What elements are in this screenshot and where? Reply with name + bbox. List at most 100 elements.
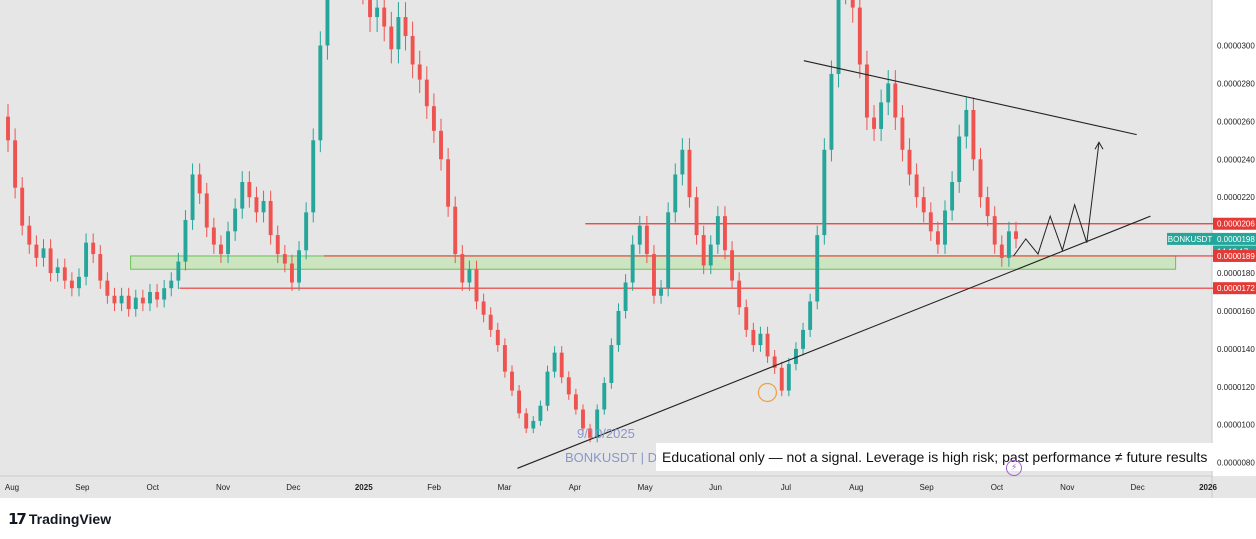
time-tick-label: Dec <box>1131 483 1145 492</box>
candle-body <box>864 64 869 118</box>
level-badge-label: 0.0000172 <box>1217 284 1255 293</box>
time-tick-label: Jul <box>781 483 791 492</box>
candle-body <box>992 216 997 245</box>
candle-body <box>91 242 96 255</box>
trend-line-lower <box>517 215 1151 469</box>
candle-body <box>375 7 380 18</box>
candle-body <box>6 116 10 141</box>
candle-body <box>545 371 550 406</box>
current-price-badge <box>1213 232 1256 245</box>
watermark-symbol: BONKUSDT | D <box>565 450 657 465</box>
candle-body <box>403 17 408 37</box>
candle-body <box>943 210 947 245</box>
candle-body <box>573 394 578 410</box>
candle-body <box>1006 231 1011 258</box>
candle-body <box>971 109 976 160</box>
candle-body <box>907 149 912 175</box>
candle-body <box>98 254 103 281</box>
time-tick-label: Aug <box>5 483 19 492</box>
candle-body <box>268 200 273 236</box>
candle-body <box>34 244 39 258</box>
candle-body <box>566 377 571 395</box>
candle-body <box>254 197 259 213</box>
candle-body <box>524 413 529 429</box>
price-tick-label: 0.0000140 <box>1217 345 1255 354</box>
candle-body <box>822 149 827 236</box>
time-tick-label: Sep <box>75 483 90 492</box>
candle-body <box>872 117 876 129</box>
lightning-icon[interactable]: ⚡ <box>1006 460 1022 476</box>
candle-body <box>751 329 756 346</box>
candle-body <box>20 187 25 226</box>
candle-body <box>289 263 294 283</box>
candle-body <box>304 212 309 251</box>
candle-body <box>119 295 124 304</box>
candle-body <box>105 280 110 296</box>
candle-body <box>502 345 507 372</box>
candle-body <box>389 26 394 50</box>
candle-body <box>552 352 557 372</box>
candle-body <box>41 248 46 258</box>
candle-body <box>467 269 472 283</box>
candle-body <box>978 159 983 198</box>
price-tick-label: 0.0000160 <box>1217 307 1255 316</box>
candle-body <box>609 345 614 383</box>
candle-body <box>957 136 962 183</box>
candle-body <box>55 267 60 274</box>
projection-arrowhead <box>1094 141 1104 150</box>
time-tick-label: Oct <box>146 483 159 492</box>
candle-body <box>758 333 763 346</box>
symbol-badge-label: BONKUSDT <box>1168 235 1213 244</box>
candle-body <box>453 206 458 255</box>
candle-body <box>282 254 287 264</box>
candle-body <box>431 106 436 131</box>
chart-area[interactable]: 0.0000300 0.0000280 0.0000260 0.0000240 0.00… <box>0 0 1256 498</box>
time-tick-label: May <box>638 483 653 492</box>
candle-body <box>183 219 188 262</box>
candle-body <box>318 45 323 141</box>
candle-body <box>424 79 429 107</box>
candle-body <box>460 254 465 283</box>
time-tick-label: Sep <box>919 483 934 492</box>
candle-body <box>488 314 493 330</box>
candle-body <box>581 409 585 429</box>
candle-body <box>197 174 202 194</box>
candle-body <box>176 261 181 281</box>
level-badge <box>1213 217 1256 230</box>
highlight-circle <box>757 382 778 403</box>
price-tick-label: 0.0000180 <box>1217 269 1255 278</box>
time-tick-label: Jun <box>709 483 722 492</box>
candle-body <box>495 329 500 346</box>
price-tick-label: 0.0000280 <box>1217 79 1255 88</box>
candle-body <box>69 280 74 289</box>
tradingview-logo[interactable]: 17 TradingView <box>8 510 111 528</box>
candle-body <box>765 333 770 357</box>
candle-body <box>538 405 543 421</box>
candle-body <box>155 291 160 300</box>
candle-body <box>630 244 635 283</box>
candle-body <box>261 200 266 213</box>
candle-body <box>808 301 813 330</box>
candle-body <box>935 231 940 245</box>
candle-body <box>928 212 933 232</box>
candle-body <box>850 0 855 8</box>
candle-body <box>13 140 18 188</box>
time-axis-background <box>0 476 1256 498</box>
candle-body <box>446 159 451 207</box>
candle-body <box>226 231 231 255</box>
time-tick-label: Mar <box>498 483 512 492</box>
candle-body <box>616 310 621 346</box>
candle-body <box>84 242 89 277</box>
candle-body <box>368 0 372 18</box>
candle-body <box>133 297 138 310</box>
price-tick-label: 0.0000300 <box>1217 42 1255 51</box>
chart-background <box>0 0 1256 498</box>
candle-body <box>900 117 905 150</box>
disclaimer-note: Educational only — not a signal. Leverag… <box>656 443 1214 471</box>
price-tick-label: 0.0000120 <box>1217 383 1255 392</box>
candle-body <box>815 235 820 302</box>
trend-line-upper <box>803 60 1137 136</box>
price-chart[interactable]: 0.0000300 0.0000280 0.0000260 0.0000240 0.00… <box>0 0 1256 498</box>
candle-body <box>27 225 32 245</box>
candle-body <box>687 149 692 198</box>
